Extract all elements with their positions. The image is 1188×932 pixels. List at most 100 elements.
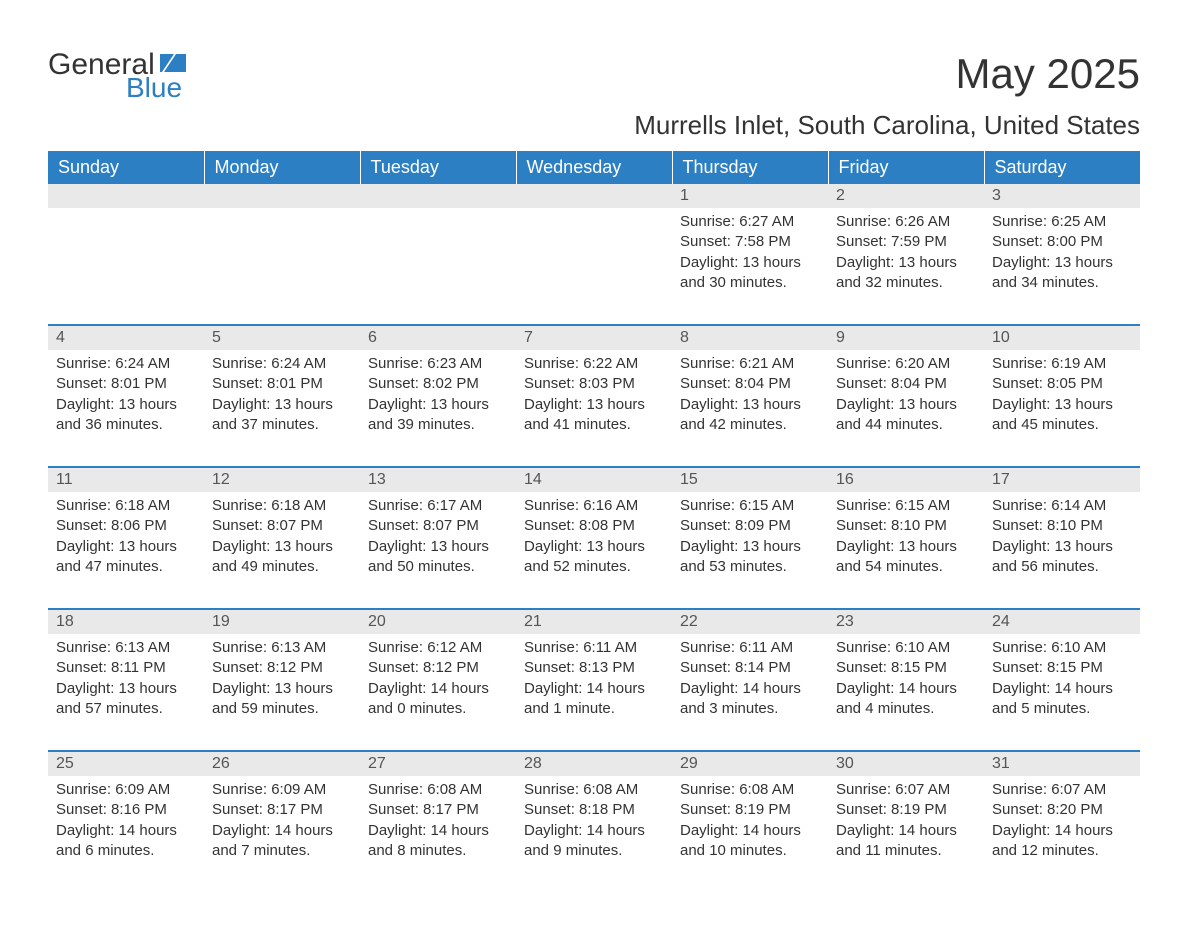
day-details (516, 208, 672, 220)
day-details: Sunrise: 6:18 AMSunset: 8:06 PMDaylight:… (48, 492, 204, 585)
day-details: Sunrise: 6:19 AMSunset: 8:05 PMDaylight:… (984, 350, 1140, 443)
day-number: 1 (672, 184, 828, 208)
calendar-table: SundayMondayTuesdayWednesdayThursdayFrid… (48, 151, 1140, 892)
day-details: Sunrise: 6:08 AMSunset: 8:19 PMDaylight:… (672, 776, 828, 869)
calendar-week: 18Sunrise: 6:13 AMSunset: 8:11 PMDayligh… (48, 610, 1140, 750)
day-details: Sunrise: 6:24 AMSunset: 8:01 PMDaylight:… (204, 350, 360, 443)
day-details: Sunrise: 6:27 AMSunset: 7:58 PMDaylight:… (672, 208, 828, 301)
day-details: Sunrise: 6:16 AMSunset: 8:08 PMDaylight:… (516, 492, 672, 585)
day-number (516, 184, 672, 208)
day-number: 5 (204, 326, 360, 350)
day-details: Sunrise: 6:26 AMSunset: 7:59 PMDaylight:… (828, 208, 984, 301)
day-details: Sunrise: 6:13 AMSunset: 8:11 PMDaylight:… (48, 634, 204, 727)
day-number: 13 (360, 468, 516, 492)
day-number: 8 (672, 326, 828, 350)
calendar-cell: 16Sunrise: 6:15 AMSunset: 8:10 PMDayligh… (828, 468, 984, 608)
day-details: Sunrise: 6:10 AMSunset: 8:15 PMDaylight:… (828, 634, 984, 727)
day-header: Wednesday (516, 151, 672, 184)
day-details: Sunrise: 6:25 AMSunset: 8:00 PMDaylight:… (984, 208, 1140, 301)
day-details (360, 208, 516, 220)
calendar-cell: 17Sunrise: 6:14 AMSunset: 8:10 PMDayligh… (984, 468, 1140, 608)
day-number: 4 (48, 326, 204, 350)
calendar-cell: 6Sunrise: 6:23 AMSunset: 8:02 PMDaylight… (360, 326, 516, 466)
calendar-cell: 29Sunrise: 6:08 AMSunset: 8:19 PMDayligh… (672, 752, 828, 892)
calendar-cell: 22Sunrise: 6:11 AMSunset: 8:14 PMDayligh… (672, 610, 828, 750)
day-number: 10 (984, 326, 1140, 350)
day-number: 18 (48, 610, 204, 634)
calendar-cell: 4Sunrise: 6:24 AMSunset: 8:01 PMDaylight… (48, 326, 204, 466)
day-number (360, 184, 516, 208)
calendar-cell: 21Sunrise: 6:11 AMSunset: 8:13 PMDayligh… (516, 610, 672, 750)
day-number: 24 (984, 610, 1140, 634)
calendar-cell: 14Sunrise: 6:16 AMSunset: 8:08 PMDayligh… (516, 468, 672, 608)
calendar-cell: 18Sunrise: 6:13 AMSunset: 8:11 PMDayligh… (48, 610, 204, 750)
day-number: 27 (360, 752, 516, 776)
calendar-cell: 25Sunrise: 6:09 AMSunset: 8:16 PMDayligh… (48, 752, 204, 892)
calendar-cell: 12Sunrise: 6:18 AMSunset: 8:07 PMDayligh… (204, 468, 360, 608)
day-header: Sunday (48, 151, 204, 184)
day-number: 7 (516, 326, 672, 350)
day-details: Sunrise: 6:15 AMSunset: 8:10 PMDaylight:… (828, 492, 984, 585)
day-details: Sunrise: 6:09 AMSunset: 8:17 PMDaylight:… (204, 776, 360, 869)
day-number: 16 (828, 468, 984, 492)
day-number: 17 (984, 468, 1140, 492)
day-header: Thursday (672, 151, 828, 184)
calendar-cell: 30Sunrise: 6:07 AMSunset: 8:19 PMDayligh… (828, 752, 984, 892)
day-number: 19 (204, 610, 360, 634)
calendar-cell (516, 184, 672, 324)
calendar-cell: 27Sunrise: 6:08 AMSunset: 8:17 PMDayligh… (360, 752, 516, 892)
location-subtitle: Murrells Inlet, South Carolina, United S… (48, 110, 1140, 141)
day-number: 22 (672, 610, 828, 634)
day-details: Sunrise: 6:17 AMSunset: 8:07 PMDaylight:… (360, 492, 516, 585)
calendar-cell: 8Sunrise: 6:21 AMSunset: 8:04 PMDaylight… (672, 326, 828, 466)
day-details: Sunrise: 6:08 AMSunset: 8:17 PMDaylight:… (360, 776, 516, 869)
calendar-cell: 7Sunrise: 6:22 AMSunset: 8:03 PMDaylight… (516, 326, 672, 466)
day-number: 3 (984, 184, 1140, 208)
day-details (204, 208, 360, 220)
calendar-cell: 28Sunrise: 6:08 AMSunset: 8:18 PMDayligh… (516, 752, 672, 892)
calendar-cell: 13Sunrise: 6:17 AMSunset: 8:07 PMDayligh… (360, 468, 516, 608)
calendar-cell: 10Sunrise: 6:19 AMSunset: 8:05 PMDayligh… (984, 326, 1140, 466)
calendar-week: 4Sunrise: 6:24 AMSunset: 8:01 PMDaylight… (48, 326, 1140, 466)
calendar-cell: 20Sunrise: 6:12 AMSunset: 8:12 PMDayligh… (360, 610, 516, 750)
day-details: Sunrise: 6:10 AMSunset: 8:15 PMDaylight:… (984, 634, 1140, 727)
day-details: Sunrise: 6:11 AMSunset: 8:14 PMDaylight:… (672, 634, 828, 727)
day-number: 26 (204, 752, 360, 776)
calendar-cell: 2Sunrise: 6:26 AMSunset: 7:59 PMDaylight… (828, 184, 984, 324)
day-header: Friday (828, 151, 984, 184)
calendar-cell (48, 184, 204, 324)
calendar-cell: 15Sunrise: 6:15 AMSunset: 8:09 PMDayligh… (672, 468, 828, 608)
calendar-cell: 24Sunrise: 6:10 AMSunset: 8:15 PMDayligh… (984, 610, 1140, 750)
day-details: Sunrise: 6:07 AMSunset: 8:19 PMDaylight:… (828, 776, 984, 869)
calendar-cell: 11Sunrise: 6:18 AMSunset: 8:06 PMDayligh… (48, 468, 204, 608)
day-details: Sunrise: 6:07 AMSunset: 8:20 PMDaylight:… (984, 776, 1140, 869)
day-details (48, 208, 204, 220)
calendar-cell (204, 184, 360, 324)
calendar-cell: 9Sunrise: 6:20 AMSunset: 8:04 PMDaylight… (828, 326, 984, 466)
day-details: Sunrise: 6:22 AMSunset: 8:03 PMDaylight:… (516, 350, 672, 443)
calendar-cell: 31Sunrise: 6:07 AMSunset: 8:20 PMDayligh… (984, 752, 1140, 892)
header: General Blue May 2025 (48, 50, 1140, 102)
day-number: 31 (984, 752, 1140, 776)
calendar-week: 25Sunrise: 6:09 AMSunset: 8:16 PMDayligh… (48, 752, 1140, 892)
day-number: 6 (360, 326, 516, 350)
day-number: 15 (672, 468, 828, 492)
day-number: 12 (204, 468, 360, 492)
calendar-cell: 5Sunrise: 6:24 AMSunset: 8:01 PMDaylight… (204, 326, 360, 466)
day-details: Sunrise: 6:08 AMSunset: 8:18 PMDaylight:… (516, 776, 672, 869)
calendar-cell (360, 184, 516, 324)
day-number: 21 (516, 610, 672, 634)
day-details: Sunrise: 6:15 AMSunset: 8:09 PMDaylight:… (672, 492, 828, 585)
logo-word2: Blue (126, 74, 186, 102)
day-details: Sunrise: 6:18 AMSunset: 8:07 PMDaylight:… (204, 492, 360, 585)
day-number: 29 (672, 752, 828, 776)
day-details: Sunrise: 6:20 AMSunset: 8:04 PMDaylight:… (828, 350, 984, 443)
day-details: Sunrise: 6:13 AMSunset: 8:12 PMDaylight:… (204, 634, 360, 727)
day-number: 2 (828, 184, 984, 208)
page-title: May 2025 (956, 50, 1140, 98)
day-details: Sunrise: 6:12 AMSunset: 8:12 PMDaylight:… (360, 634, 516, 727)
day-details: Sunrise: 6:14 AMSunset: 8:10 PMDaylight:… (984, 492, 1140, 585)
day-details: Sunrise: 6:09 AMSunset: 8:16 PMDaylight:… (48, 776, 204, 869)
day-number: 14 (516, 468, 672, 492)
calendar-cell: 23Sunrise: 6:10 AMSunset: 8:15 PMDayligh… (828, 610, 984, 750)
